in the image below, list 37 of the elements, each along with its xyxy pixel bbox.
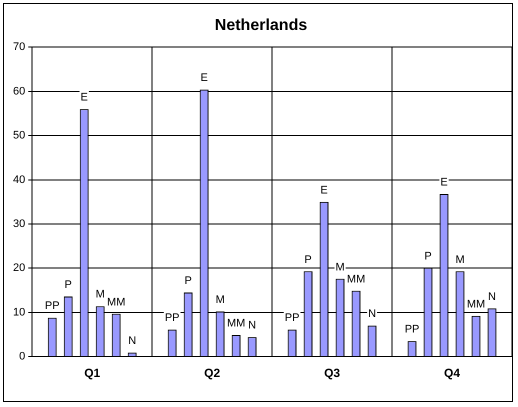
text: PP — [404, 324, 420, 336]
text: E — [440, 176, 448, 188]
text: MM — [346, 273, 366, 286]
y-tick-label: 10 — [12, 306, 26, 318]
y-tick-label: 60 — [12, 85, 26, 98]
series-label: MM — [226, 317, 246, 330]
text: P — [184, 275, 192, 288]
text: E — [80, 92, 88, 104]
series-label: M — [96, 288, 105, 301]
text: PP — [44, 300, 60, 312]
y-tick-label: 20 — [12, 262, 26, 274]
y-tick-label: 50 — [12, 130, 26, 142]
y-tick-label: 40 — [12, 174, 26, 186]
chart-title: Netherlands — [214, 17, 308, 34]
text: N — [368, 308, 376, 320]
text: M — [216, 294, 225, 306]
text: MM — [466, 298, 486, 310]
y-tick-label: 30 — [12, 218, 26, 230]
text: P — [424, 250, 432, 262]
series-label: P — [304, 254, 312, 266]
series-label: PP — [164, 312, 180, 324]
series-label: E — [200, 72, 208, 84]
x-tick-label: Q3 — [324, 366, 340, 380]
y-tick-label: 0 — [19, 350, 26, 363]
text: E — [320, 184, 328, 196]
x-tick-label: Q1 — [84, 366, 101, 380]
x-tick-label: Q4 — [444, 366, 460, 380]
text: M — [336, 261, 345, 274]
y-tick-label: 70 — [12, 41, 26, 54]
series-label: N — [488, 290, 496, 303]
text: MM — [107, 296, 126, 308]
text: N — [248, 320, 256, 332]
text: M — [455, 254, 465, 266]
text: N — [128, 335, 136, 348]
text: PP — [284, 312, 300, 324]
x-tick-label: Q2 — [204, 366, 220, 380]
text: P — [64, 279, 72, 292]
